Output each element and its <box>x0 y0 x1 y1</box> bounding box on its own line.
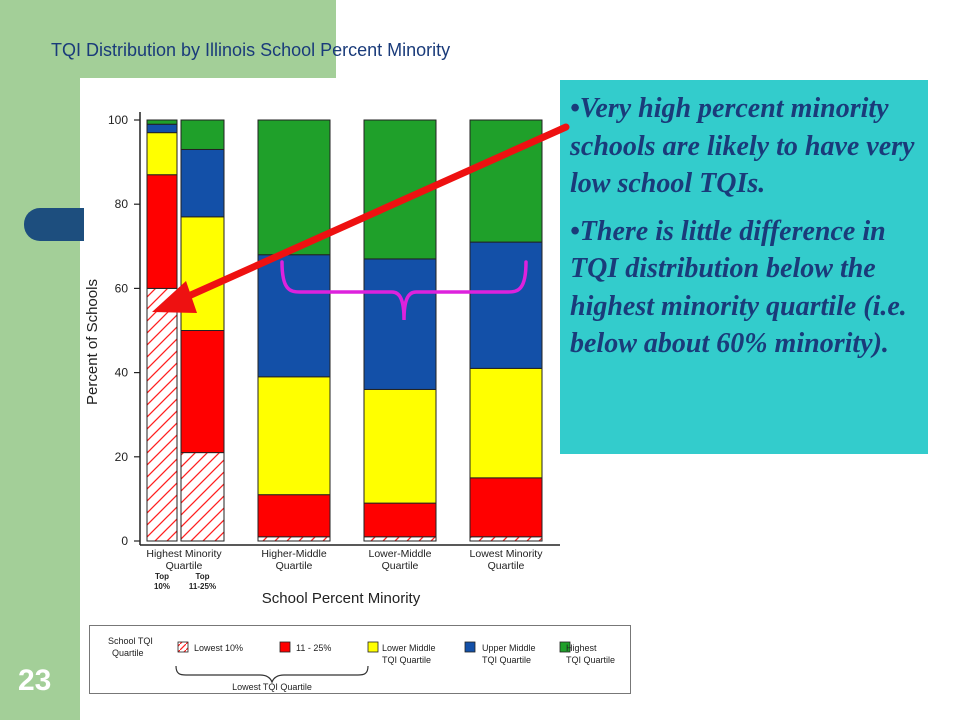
left-green-band <box>0 0 80 720</box>
x-category-label: Higher-Middle <box>261 548 327 560</box>
bar-segment-p11_25-2 <box>257 494 331 538</box>
slide-number: 23 <box>18 664 52 697</box>
x-category-label: Quartile <box>276 560 313 572</box>
x-subcategory-label: Top <box>155 572 169 581</box>
bar-segment-p11_25-0 <box>146 174 178 289</box>
bar-segment-p11_25-4 <box>469 477 543 538</box>
legend-swatch-lowest10 <box>177 641 189 653</box>
decorative-tab <box>24 208 84 241</box>
callout-bullet-2: •There is little difference in TQI distr… <box>570 215 907 360</box>
y-tick-label: 60 <box>115 281 129 295</box>
x-category-label: Lower-Middle <box>368 548 431 560</box>
bar-segment-highest-0 <box>146 119 178 125</box>
legend-label: TQI Quartile <box>382 655 431 665</box>
y-tick-label: 20 <box>115 450 129 464</box>
x-category-label: Quartile <box>488 560 525 572</box>
legend-swatch-upper_middle <box>464 641 476 653</box>
bar-segment-lowest10-2 <box>257 536 331 542</box>
x-category-label: Quartile <box>166 560 203 572</box>
legend-brace <box>175 665 369 684</box>
callout-box: •Very high percent minority schools are … <box>560 80 928 454</box>
x-category-label: Highest Minority <box>146 548 222 560</box>
legend-swatch-highest <box>559 641 571 653</box>
top-green-band <box>80 0 336 78</box>
bar-segment-upper_middle-1 <box>180 148 225 218</box>
bar-segment-highest-4 <box>469 119 543 243</box>
legend-label: 11 - 25% <box>296 643 331 653</box>
bar-segment-lower_middle-1 <box>180 216 225 331</box>
legend-label: TQI Quartile <box>566 655 615 665</box>
bar-segment-lower_middle-2 <box>257 376 331 496</box>
slide-title: TQI Distribution by Illinois School Perc… <box>51 40 451 60</box>
chart-legend: School TQI Quartile Lowest 10% 11 - 25% Lowe… <box>89 625 631 694</box>
y-tick-label: 0 <box>121 534 128 548</box>
bar-segment-lowest10-4 <box>469 536 543 542</box>
legend-title: Quartile <box>112 648 144 658</box>
y-tick-label: 40 <box>115 366 129 380</box>
bar-segment-lower_middle-3 <box>363 388 437 504</box>
x-category-label: Quartile <box>382 560 419 572</box>
bar-segment-p11_25-1 <box>180 330 225 454</box>
legend-label: Lower Middle <box>382 643 436 653</box>
x-axis-title: School Percent Minority <box>262 590 421 607</box>
bar-segment-upper_middle-0 <box>146 123 178 134</box>
bar-segment-lower_middle-0 <box>146 132 178 176</box>
legend-label: Upper Middle <box>482 643 536 653</box>
x-subcategory-label: 10% <box>154 582 170 591</box>
y-tick-label: 80 <box>115 197 129 211</box>
legend-brace-label: Lowest TQI Quartile <box>232 682 312 692</box>
bar-segment-upper_middle-3 <box>363 258 437 390</box>
bar-segment-highest-2 <box>257 119 331 256</box>
legend-title: School TQI <box>108 636 153 646</box>
legend-label: Lowest 10% <box>194 643 243 653</box>
bar-segment-highest-3 <box>363 119 437 260</box>
legend-swatch-lower_middle <box>367 641 379 653</box>
x-subcategory-label: 11-25% <box>189 582 216 591</box>
bar-segment-lower_middle-4 <box>469 367 543 479</box>
callout-bullet-1: •Very high percent minority schools are … <box>570 93 915 199</box>
bar-segment-lowest10-3 <box>363 536 437 542</box>
bar-segment-upper_middle-4 <box>469 241 543 369</box>
bar-segment-highest-1 <box>180 119 225 150</box>
bar-segment-lowest10-1 <box>180 452 225 542</box>
legend-label: Highest <box>566 643 597 653</box>
bar-segment-lowest10-0 <box>146 287 178 542</box>
legend-swatch-p11_25 <box>279 641 291 653</box>
legend-label: TQI Quartile <box>482 655 531 665</box>
bar-segment-upper_middle-2 <box>257 254 331 378</box>
y-tick-label: 100 <box>108 113 128 127</box>
bar-segment-p11_25-3 <box>363 502 437 538</box>
x-category-label: Lowest Minority <box>470 548 544 560</box>
y-axis-title: Percent of Schools <box>84 279 101 405</box>
x-subcategory-label: Top <box>195 572 209 581</box>
